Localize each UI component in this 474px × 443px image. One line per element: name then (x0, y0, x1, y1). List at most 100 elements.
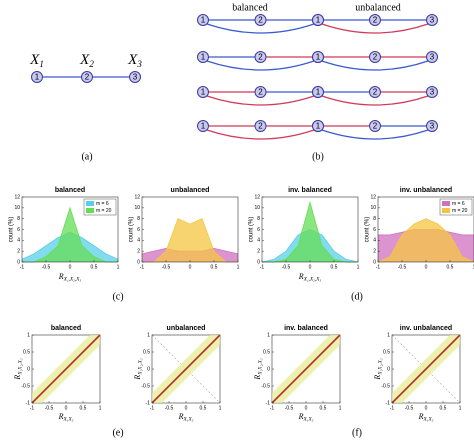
arc-edge (321, 129, 429, 140)
y-tick-label: 1 (147, 332, 150, 338)
x-axis-label-sub: X₁X₃ (422, 417, 433, 423)
y-tick-label: -1 (266, 400, 271, 406)
y-axis-label-main: R (133, 375, 142, 381)
y-tick-label: 2 (373, 248, 376, 254)
density-ridge (151, 334, 221, 404)
y-axis-label: RX₁X₂,X₃ (13, 358, 24, 380)
y-tick-label: 0 (17, 259, 20, 265)
arc-edge (321, 23, 429, 34)
x-tick-label: 0 (305, 405, 308, 411)
x-axis-label-sub: X₁,X₂,X₃ (63, 277, 82, 283)
x-tick-label: 0 (65, 405, 68, 411)
caption: (d) (351, 291, 363, 302)
x-axis-label-sub: X₁,X₂,X₃ (303, 277, 322, 283)
x-axis-label: RX₁X₃ (298, 412, 314, 423)
y-tick-label: 0.5 (143, 349, 150, 355)
header: unbalanced (355, 2, 401, 13)
node-label: 3 (430, 53, 435, 62)
chart-title: unbalanced (171, 187, 210, 194)
y-tick-label: -1 (26, 400, 31, 406)
x-tick-label: 1 (339, 405, 342, 411)
x-axis-label-main: R (58, 272, 64, 281)
caption: (e) (112, 427, 123, 438)
variable: X2 (79, 52, 94, 69)
y-tick-label: -0.5 (261, 383, 270, 389)
y-axis-label-main: R (13, 375, 22, 381)
x-tick-label: -0.5 (165, 405, 174, 411)
area-fill (262, 202, 358, 262)
node (254, 14, 267, 26)
y-axis-label-sub: X₁X₂,X₃ (378, 358, 384, 375)
x-tick-label: 0 (189, 264, 192, 270)
x-tick-label: -0.5 (398, 264, 407, 270)
node-label: 2 (85, 73, 90, 82)
area-fill (378, 218, 474, 262)
y-tick-label: 10 (14, 205, 20, 211)
y-tick-label: 0 (267, 366, 270, 372)
y-tick-label: 0.5 (23, 349, 30, 355)
y-axis-label: RX₁X₂,X₃ (133, 358, 144, 380)
x-tick-label: 1 (99, 405, 102, 411)
y-tick-label: 6 (137, 227, 140, 233)
chart-title: unbalanced (167, 325, 206, 332)
chart-title: inv. balanced (288, 187, 332, 194)
x-tick-label: 1 (459, 405, 462, 411)
caption: (c) (112, 291, 123, 302)
y-tick-label: 12 (134, 194, 140, 200)
x-axis-label: RX₁X₃ (418, 412, 434, 423)
arc-edge (206, 129, 315, 140)
node (369, 120, 381, 132)
node (426, 51, 438, 63)
node (81, 71, 93, 83)
y-tick-label: 2 (257, 248, 260, 254)
x-tick-label: -1 (150, 405, 155, 411)
x-axis-label-main: R (418, 412, 424, 421)
y-tick-label: -0.5 (21, 383, 30, 389)
node (369, 86, 381, 98)
node (254, 51, 267, 63)
x-axis-label-sub: X₁X₃ (302, 417, 313, 423)
x-tick-label: 0.5 (440, 405, 447, 411)
x-tick-label: -1 (270, 405, 275, 411)
x-axis-label: RX₁X₃ (58, 412, 74, 423)
y-tick-label: 0 (137, 259, 140, 265)
y-tick-label: 8 (373, 216, 376, 222)
x-tick-label: 0.5 (320, 405, 327, 411)
x-tick-label: 0.5 (331, 264, 338, 270)
x-tick-label: 1 (357, 264, 360, 270)
y-tick-label: -1 (146, 400, 151, 406)
x-tick-label: -0.5 (405, 405, 414, 411)
x-tick-label: -0.5 (282, 264, 291, 270)
y-tick-label: 2 (137, 248, 140, 254)
x-axis-label: RX₁,X₂,X₃ (298, 272, 322, 283)
area-line (142, 218, 238, 263)
x-tick-label: 1 (117, 264, 120, 270)
x-axis-label: RX₁X₃ (178, 412, 194, 423)
node-label: 1 (316, 88, 321, 97)
node-label: 1 (201, 88, 206, 97)
node-label: 1 (316, 53, 321, 62)
x-tick-label: -1 (140, 264, 145, 270)
x-tick-label: 0 (425, 264, 428, 270)
node-label: 2 (373, 53, 378, 62)
arc-edge (321, 60, 429, 71)
y-tick-label: 8 (257, 216, 260, 222)
node (312, 120, 324, 132)
node-label: 2 (258, 16, 263, 25)
node-label: 1 (201, 53, 206, 62)
y-axis-label: RX₁X₂,X₃ (373, 358, 384, 380)
x-axis-label-main: R (178, 412, 184, 421)
node (197, 86, 209, 98)
variable: X3 (127, 52, 142, 69)
y-tick-label: 6 (373, 227, 376, 233)
node-label: 1 (316, 16, 321, 25)
node-label: 2 (258, 53, 263, 62)
y-axis-label-sub: X₁X₂,X₃ (258, 358, 264, 375)
node-label: 3 (430, 88, 435, 97)
y-axis-label: count (%) (9, 217, 15, 243)
node (129, 71, 141, 83)
x-tick-label: 1 (237, 264, 240, 270)
y-tick-label: 12 (14, 194, 20, 200)
node (31, 71, 43, 83)
